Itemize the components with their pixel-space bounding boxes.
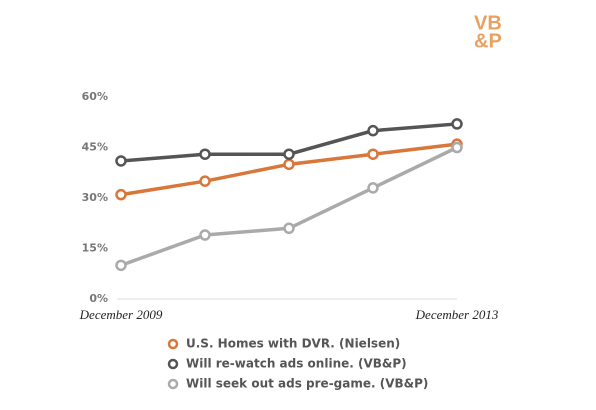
data-point: [451, 141, 463, 154]
logo: &P: [474, 30, 502, 52]
data-point: [199, 148, 211, 160]
legend-label: Will seek out ads pre-game. (VB&P): [186, 377, 428, 391]
y-tick-label: 45%: [82, 141, 108, 154]
data-point: [283, 148, 295, 160]
y-tick-label: 60%: [82, 90, 108, 103]
legend-marker: [167, 358, 179, 370]
legend-label: Will re-watch ads online. (VB&P): [186, 357, 407, 371]
data-point: [283, 158, 295, 171]
data-point: [115, 188, 127, 201]
legend-marker: [167, 338, 179, 350]
x-tick-label: December 2009: [79, 307, 163, 322]
legend-label: U.S. Homes with DVR. (Nielsen): [186, 337, 400, 351]
data-point: [199, 175, 211, 187]
logo: VB: [474, 12, 502, 34]
data-point: [367, 124, 379, 137]
data-point: [115, 259, 127, 272]
y-tick-label: 15%: [82, 242, 108, 255]
data-point: [115, 155, 127, 167]
x-tick-label: December 2013: [415, 307, 499, 322]
data-point: [451, 118, 463, 130]
y-tick-label: 0%: [89, 292, 108, 305]
data-point: [199, 229, 211, 241]
data-point: [367, 182, 379, 194]
data-point: [367, 148, 379, 160]
y-tick-label: 30%: [82, 191, 108, 204]
legend-marker: [167, 378, 179, 390]
data-point: [283, 222, 295, 235]
